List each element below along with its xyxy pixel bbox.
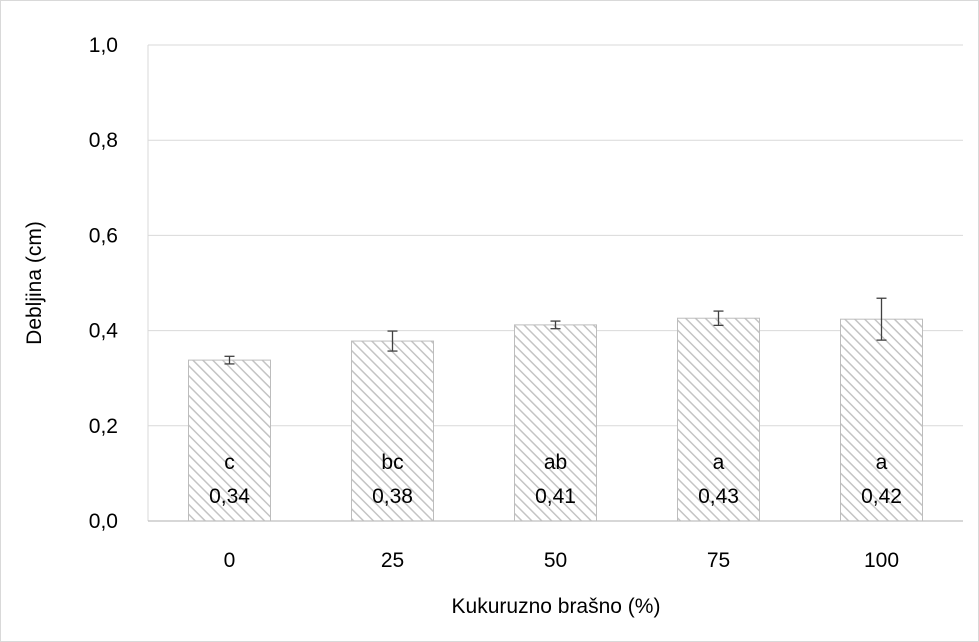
data-label: 0,43 — [698, 485, 739, 508]
bar — [351, 340, 434, 522]
x-axis-title: Kukuruzno brašno (%) — [452, 595, 661, 618]
y-tick-label: 0,0 — [89, 510, 118, 533]
significance-letter: a — [876, 451, 888, 474]
gridlines — [148, 44, 963, 427]
x-tick-label: 100 — [864, 549, 899, 572]
data-label: 0,34 — [209, 485, 250, 508]
y-tick-label: 1,0 — [89, 34, 118, 57]
x-tick-label: 75 — [707, 549, 730, 572]
bar — [840, 318, 923, 522]
x-tick-label: 0 — [224, 549, 236, 572]
significance-letter: ab — [544, 451, 567, 474]
bar — [514, 324, 597, 522]
y-axis-title: Debljina (cm) — [23, 221, 46, 345]
axes — [147, 45, 963, 522]
data-label: 0,38 — [372, 485, 413, 508]
data-label: 0,41 — [535, 485, 576, 508]
data-label: 0,42 — [861, 485, 902, 508]
significance-letter: a — [713, 451, 725, 474]
significance-letter: bc — [381, 451, 403, 474]
y-tick-label: 0,6 — [89, 224, 118, 247]
bar — [188, 359, 271, 522]
y-tick-label: 0,2 — [89, 415, 118, 438]
bars — [188, 297, 923, 522]
bar — [677, 317, 760, 522]
significance-letter: c — [224, 451, 235, 474]
x-tick-label: 25 — [381, 549, 404, 572]
labels: 0,0 0,2 0,4 0,6 0,8 1,0 c 0,34 0 bc 0,38 25 ab 0,41 50… — [89, 34, 902, 572]
y-tick-label: 0,8 — [89, 129, 118, 152]
x-tick-label: 50 — [544, 549, 567, 572]
y-tick-label: 0,4 — [89, 320, 119, 343]
